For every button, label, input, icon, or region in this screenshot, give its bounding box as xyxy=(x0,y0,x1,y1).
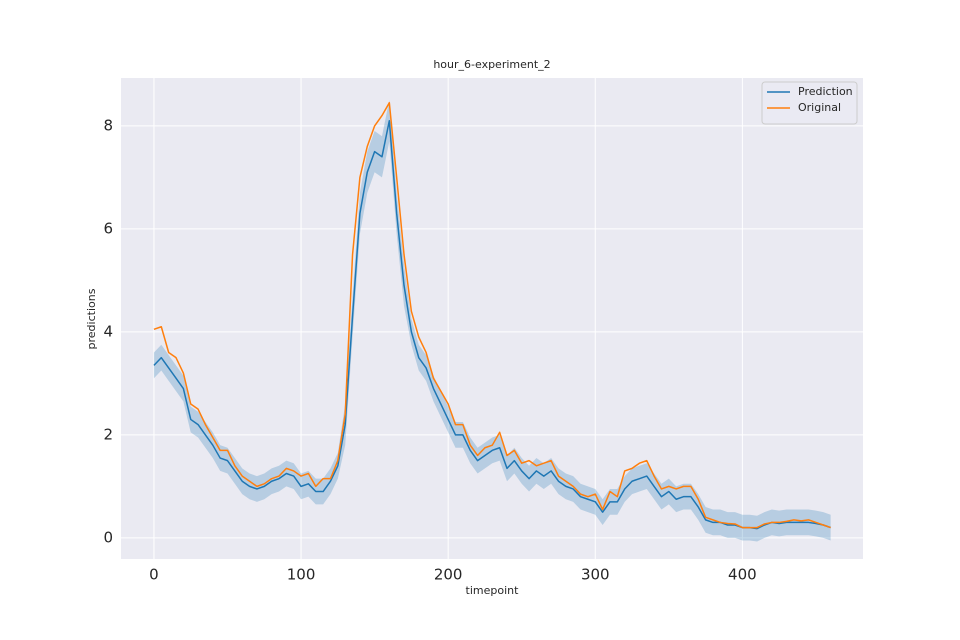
x-tick-label: 0 xyxy=(149,566,159,584)
y-tick-label: 6 xyxy=(103,219,113,237)
y-tick-label: 2 xyxy=(103,425,113,443)
y-axis-label: predictions xyxy=(85,288,98,349)
x-tick-label: 300 xyxy=(581,566,610,584)
legend-label: Original xyxy=(798,101,841,114)
line-series xyxy=(153,119,831,530)
chart-title: hour_6-experiment_2 xyxy=(433,58,550,71)
x-tick-label: 100 xyxy=(287,566,316,584)
x-tick-label: 400 xyxy=(728,566,757,584)
x-tick-label: 200 xyxy=(434,566,463,584)
y-tick-label: 0 xyxy=(103,528,113,546)
legend-label: Prediction xyxy=(798,85,853,98)
y-tick-label: 8 xyxy=(103,116,113,134)
x-axis-label: timepoint xyxy=(466,584,520,597)
confidence-band xyxy=(153,100,831,542)
line-series xyxy=(153,101,831,529)
y-tick-label: 4 xyxy=(103,322,113,340)
plot-background xyxy=(121,78,863,559)
legend: Prediction Original xyxy=(761,81,858,125)
